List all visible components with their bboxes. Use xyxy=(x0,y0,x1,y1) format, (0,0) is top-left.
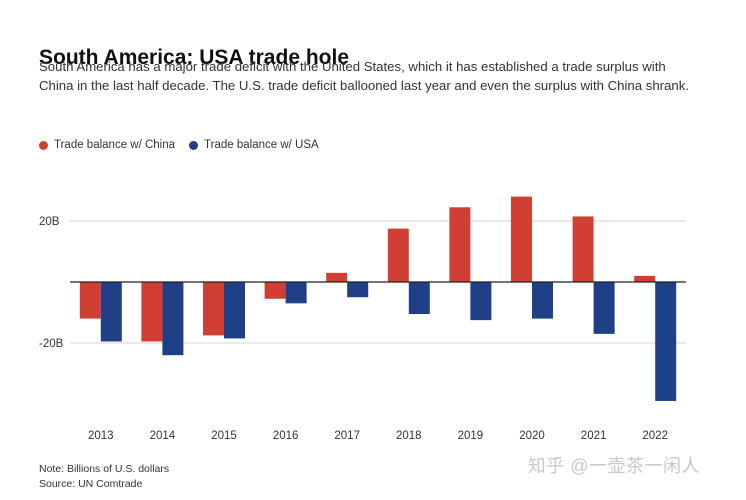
x-tick-label: 2014 xyxy=(150,430,176,442)
bar-china xyxy=(572,216,594,282)
legend-swatch-usa xyxy=(189,140,199,150)
x-tick-label: 2019 xyxy=(458,430,484,442)
bar-china xyxy=(511,196,532,282)
x-tick-label: 2015 xyxy=(211,430,237,442)
legend: Trade balance w/ China Trade balance w/ … xyxy=(39,139,319,151)
bar-usa xyxy=(408,282,430,315)
bar-china xyxy=(203,282,224,336)
x-tick-label: 2013 xyxy=(88,430,114,442)
bar-usa xyxy=(470,282,492,321)
bar-usa xyxy=(285,282,307,304)
bar-usa xyxy=(224,282,245,339)
bar-china xyxy=(79,282,101,319)
x-tick-label: 2022 xyxy=(642,430,668,442)
legend-swatch-china xyxy=(39,140,48,150)
bar-usa xyxy=(593,282,615,334)
bar-usa xyxy=(347,282,369,298)
bar-china xyxy=(264,282,286,299)
chart-title: South America: USA trade hole xyxy=(39,46,349,69)
source-text: Source: UN Comtrade xyxy=(39,478,143,490)
bar-china xyxy=(449,207,471,282)
y-tick-label: 20B xyxy=(39,216,60,228)
note-text: Note: Billions of U.S. dollars xyxy=(39,463,170,475)
watermark-text: 知乎 @一壶茶一闲人 xyxy=(527,456,700,476)
bar-china xyxy=(634,275,656,282)
bar-china xyxy=(326,272,348,282)
x-tick-label: 2018 xyxy=(396,430,422,442)
bar-usa xyxy=(532,282,553,319)
legend-item-china: Trade balance w/ China xyxy=(39,139,175,151)
x-tick-label: 2020 xyxy=(519,430,545,442)
legend-item-usa: Trade balance w/ USA xyxy=(189,139,319,151)
x-tick-label: 2017 xyxy=(334,430,360,442)
bar-china xyxy=(141,282,163,342)
bar-usa xyxy=(655,282,677,401)
bar-usa xyxy=(100,282,122,342)
chart-subtitle: South America has a major trade deficit … xyxy=(39,59,689,93)
footnote: Note: Billions of U.S. dollars Source: U… xyxy=(39,462,169,492)
bar-usa xyxy=(162,282,184,356)
x-tick-label: 2021 xyxy=(581,430,607,442)
legend-label-usa: Trade balance w/ USA xyxy=(204,139,319,151)
legend-label-china: Trade balance w/ China xyxy=(54,139,176,151)
x-tick-label: 2016 xyxy=(273,430,299,442)
y-tick-label: -20B xyxy=(39,338,64,350)
bar-china xyxy=(387,228,409,282)
